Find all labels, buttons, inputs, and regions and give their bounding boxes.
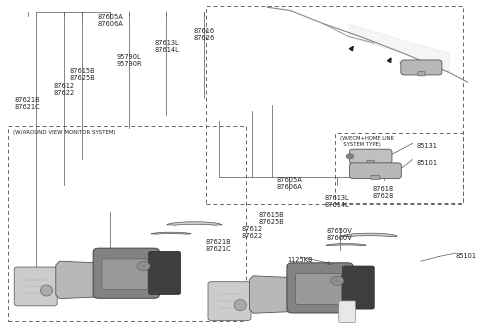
Polygon shape <box>326 244 366 246</box>
Text: 85101: 85101 <box>456 253 477 259</box>
FancyBboxPatch shape <box>339 301 356 322</box>
FancyBboxPatch shape <box>208 282 251 320</box>
Circle shape <box>331 276 344 285</box>
Polygon shape <box>56 261 102 299</box>
FancyBboxPatch shape <box>342 266 374 309</box>
Text: 87612
87622: 87612 87622 <box>241 226 263 239</box>
FancyBboxPatch shape <box>93 248 159 298</box>
Text: (W/ECM+HOME LINK
  SYSTEM TYPE): (W/ECM+HOME LINK SYSTEM TYPE) <box>340 136 394 147</box>
Text: 87650V
87660V: 87650V 87660V <box>327 228 352 241</box>
Text: (W/AROUND VIEW MONITOR SYSTEM): (W/AROUND VIEW MONITOR SYSTEM) <box>13 130 116 135</box>
Text: 87615B
87625B: 87615B 87625B <box>70 68 95 81</box>
Polygon shape <box>250 276 295 313</box>
Text: 85101: 85101 <box>416 160 437 165</box>
Ellipse shape <box>40 285 52 296</box>
FancyBboxPatch shape <box>287 263 353 313</box>
Ellipse shape <box>234 300 246 311</box>
FancyBboxPatch shape <box>296 274 342 304</box>
FancyBboxPatch shape <box>371 175 380 180</box>
Circle shape <box>137 262 150 271</box>
Bar <box>206 6 463 204</box>
Bar <box>8 126 246 321</box>
Polygon shape <box>151 232 191 234</box>
Text: 87605A
87606A: 87605A 87606A <box>97 14 123 27</box>
FancyBboxPatch shape <box>418 72 425 76</box>
Polygon shape <box>167 222 222 225</box>
FancyBboxPatch shape <box>102 259 148 290</box>
Text: 95790L
95790R: 95790L 95790R <box>116 54 142 67</box>
FancyBboxPatch shape <box>349 149 392 164</box>
Text: 87621B
87621C: 87621B 87621C <box>15 97 41 110</box>
Text: 85131: 85131 <box>416 143 437 149</box>
Text: 87605A
87606A: 87605A 87606A <box>276 177 302 190</box>
FancyBboxPatch shape <box>367 160 374 164</box>
Text: 1125KB: 1125KB <box>288 257 313 263</box>
Text: 87616
87626: 87616 87626 <box>193 28 215 42</box>
Circle shape <box>346 154 354 159</box>
Text: 87618
87628: 87618 87628 <box>373 186 394 199</box>
FancyBboxPatch shape <box>149 251 180 294</box>
Text: 87621B
87621C: 87621B 87621C <box>206 239 232 252</box>
Polygon shape <box>342 233 397 237</box>
FancyBboxPatch shape <box>349 163 401 179</box>
Text: 87613L
87614L: 87613L 87614L <box>324 196 349 208</box>
FancyBboxPatch shape <box>401 60 442 75</box>
Text: 87615B
87625B: 87615B 87625B <box>259 212 284 225</box>
FancyBboxPatch shape <box>14 267 57 306</box>
Bar <box>335 132 463 202</box>
Text: 87613L
87614L: 87613L 87614L <box>154 41 179 53</box>
Text: 87612
87622: 87612 87622 <box>53 83 74 96</box>
